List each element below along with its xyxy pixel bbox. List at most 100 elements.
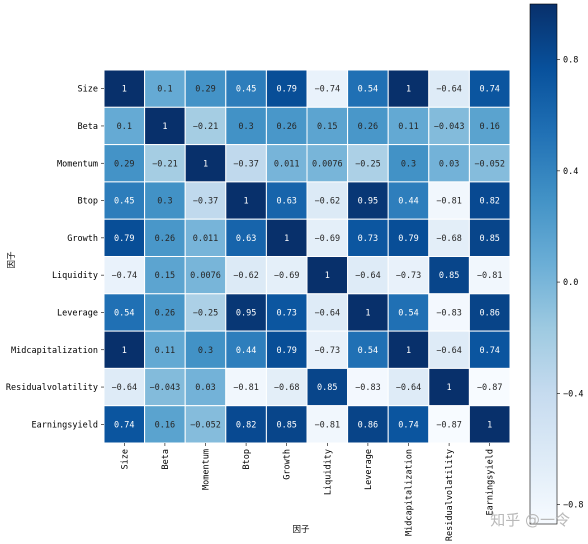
colorbar-ticks: −0.8 −0.4 0.0 0.4 0.8 [557, 56, 583, 511]
cell-value-label: 0.26 [155, 234, 175, 244]
cell-value-label: 0.85 [276, 420, 296, 430]
cell-value-label: 0.44 [398, 197, 418, 207]
cell-value-label: 1 [162, 122, 167, 132]
cell-value-label: 0.63 [276, 197, 296, 207]
cell-value-label: −0.043 [150, 383, 181, 393]
heatmap-cell [428, 256, 470, 295]
x-tick-labels: Size Beta Momentum Btop Growth Liquidity Lever… [120, 443, 496, 541]
cell-value-label: −0.68 [436, 234, 462, 244]
cell-value-label: −0.64 [436, 346, 462, 356]
y-tick-label: Leverage [57, 308, 98, 318]
y-tick-label: Beta [78, 122, 98, 132]
heatmap-cell [468, 69, 511, 108]
cell-value-label: 0.3 [238, 122, 253, 132]
cell-value-label: 0.86 [358, 420, 378, 430]
cell-value-label: 0.26 [155, 308, 175, 318]
heatmap-cell [428, 367, 470, 407]
cell-value-label: 1 [203, 159, 208, 169]
cell-value-label: 0.03 [195, 383, 215, 393]
heatmap-cell [347, 144, 389, 183]
cell-value-label: 0.54 [114, 308, 134, 318]
heatmap-cell [387, 405, 430, 444]
cell-value-label: 0.85 [479, 234, 499, 244]
cell-value-label: 0.85 [439, 271, 459, 281]
cell-value-label: −0.69 [315, 234, 341, 244]
heatmap-cell [387, 367, 430, 407]
cell-value-label: 0.95 [358, 197, 378, 207]
y-tick-label: Earningsyield [31, 420, 98, 430]
cell-value-label: −0.83 [436, 308, 462, 318]
cell-value-label: 0.73 [276, 308, 296, 318]
cell-value-label: 0.3 [198, 346, 213, 356]
cell-value-label: 0.82 [479, 197, 499, 207]
heatmap-cell [468, 106, 511, 146]
heatmap-cell [103, 181, 146, 220]
heatmap-cell [387, 144, 430, 183]
cell-value-label: 0.0076 [190, 271, 221, 281]
x-tick-label: Earningsyield [486, 449, 496, 516]
cell-value-label: −0.21 [152, 159, 178, 169]
cell-value-label: 1 [487, 420, 492, 430]
heatmap-cell [347, 106, 389, 146]
cell-value-label: 0.79 [398, 234, 418, 244]
cell-value-label: −0.37 [233, 159, 259, 169]
cell-value-label: −0.87 [436, 420, 462, 430]
y-tick-labels: Size Beta Momentum Btop Growth Liquidity Lever… [6, 85, 104, 430]
cell-value-label: 0.26 [358, 122, 378, 132]
heatmap-cell [225, 367, 267, 407]
heatmap-cell [144, 106, 186, 146]
y-tick-label: Residualvolatility [6, 383, 98, 393]
cell-value-label: 0.74 [114, 420, 134, 430]
heatmap-cell [144, 330, 186, 369]
heatmap-cell [306, 405, 349, 444]
heatmap-cell [144, 69, 186, 108]
heatmap-cell [225, 330, 267, 369]
heatmap-cell [387, 293, 430, 332]
cell-value-label: 0.011 [193, 234, 219, 244]
cell-value-label: 0.16 [479, 122, 499, 132]
y-tick-label: Growth [67, 234, 98, 244]
x-tick-label: Beta [161, 449, 171, 469]
heatmap-cell [103, 293, 146, 332]
cell-value-label: −0.83 [355, 383, 381, 393]
x-tick-label: Liquidity [323, 449, 333, 495]
cell-value-label: −0.21 [193, 122, 219, 132]
y-tick-label: Liquidity [52, 271, 98, 281]
cell-value-label: 1 [122, 85, 127, 95]
heatmap-cells: 1 0.1 0.29 0.45 0.79 −0.74 0.54 1 −0.64 0.740.1 1−… [103, 69, 511, 444]
heatmap-cell [428, 330, 470, 369]
cell-value-label: 0.15 [317, 122, 337, 132]
cell-value-label: 0.15 [155, 271, 175, 281]
x-tick-label: Growth [283, 449, 293, 480]
cell-value-label: −0.62 [315, 197, 341, 207]
heatmap-cell [347, 218, 389, 257]
cell-value-label: 0.03 [439, 159, 459, 169]
heatmap-cell [468, 144, 511, 183]
y-tick-label: Momentum [57, 159, 98, 169]
cell-value-label: 1 [406, 85, 411, 95]
x-tick-label: Midcapitalization [405, 449, 415, 536]
cell-value-label: 0.54 [358, 85, 378, 95]
heatmap-cell [144, 367, 186, 407]
colorbar [529, 3, 558, 525]
y-tick-label: Size [78, 85, 98, 95]
heatmap-cell [306, 181, 349, 220]
cell-value-label: −0.81 [233, 383, 259, 393]
cell-value-label: 0.82 [236, 420, 256, 430]
heatmap-cell [225, 106, 267, 146]
cell-value-label: −0.73 [396, 271, 422, 281]
heatmap-cell [184, 144, 227, 183]
heatmap-cell [468, 405, 511, 444]
cell-value-label: −0.25 [193, 308, 219, 318]
heatmap-cell [387, 330, 430, 369]
cell-value-label: 0.16 [155, 420, 175, 430]
cell-value-label: 0.44 [236, 346, 256, 356]
heatmap-cell [387, 69, 430, 108]
cell-value-label: −0.052 [474, 159, 505, 169]
y-tick-label: Midcapitalization [11, 346, 98, 356]
heatmap-cell [144, 218, 186, 257]
heatmap-cell [306, 106, 349, 146]
cell-value-label: 0.63 [236, 234, 256, 244]
cell-value-label: −0.81 [436, 197, 462, 207]
heatmap-cell [225, 256, 267, 295]
